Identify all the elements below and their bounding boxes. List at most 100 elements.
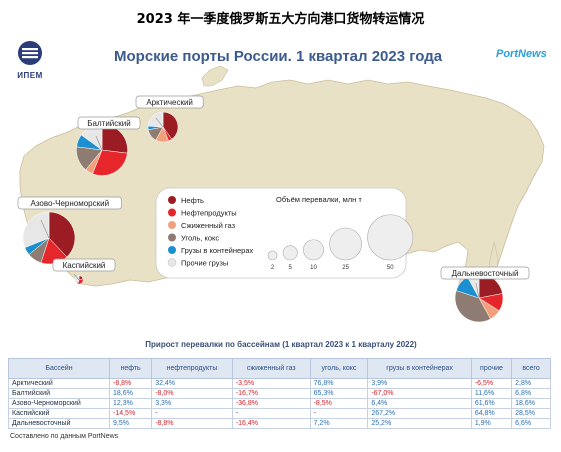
legend-label: Уголь, кокс <box>181 234 219 243</box>
table-row: Каспийский -14,5% - - -267,2% 64,8% 28,5% <box>8 408 551 419</box>
pie-slice <box>74 275 80 284</box>
growth-cell: 28,5% <box>511 408 551 419</box>
growth-cell: 18,6% <box>108 388 153 399</box>
legend-marker <box>168 233 176 242</box>
growth-cell: 9,5% <box>108 418 153 429</box>
growth-cell: -3,5% <box>231 378 311 389</box>
ipem-logo: ИПЕМ <box>12 40 48 80</box>
size-legend-circle <box>329 227 362 261</box>
basin-label-box <box>17 196 122 210</box>
growth-cell: 3,3% <box>151 398 233 409</box>
growth-cell: - <box>151 408 233 419</box>
basin-label-box <box>77 116 141 130</box>
pie-Дальневосточный <box>454 273 504 323</box>
growth-cell: 267,2% <box>367 408 472 419</box>
col-header: уголь, кокс <box>309 358 369 379</box>
basin-name-cell: Каспийский <box>8 408 110 419</box>
col-header: нефть <box>108 358 153 379</box>
size-legend-circle <box>303 239 324 261</box>
col-header: нефтепродукты <box>151 358 233 379</box>
growth-cell: 3,9% <box>367 378 472 389</box>
col-header: грузы в контейнерах <box>367 358 472 379</box>
col-header: всего <box>511 358 551 379</box>
callout-line <box>40 219 50 239</box>
growth-cell: -8,8% <box>151 418 233 429</box>
basin-label: Балтийский <box>87 119 130 128</box>
growth-cell: 18,6% <box>511 398 551 409</box>
growth-cell: 6,8% <box>511 388 551 399</box>
legend-label: Нефть <box>181 196 204 205</box>
size-legend-value: 2 <box>271 265 275 271</box>
growth-cell: - <box>309 408 369 419</box>
growth-cell: 25,2% <box>367 418 472 429</box>
figure-title: Морские порты России. 1 квартал 2023 год… <box>114 48 443 65</box>
growth-cell: 1,9% <box>470 418 513 429</box>
size-legend-value: 10 <box>310 265 317 271</box>
table-title: Прирост перевалки по бассейнам (1 кварта… <box>145 340 417 349</box>
page-title: 2023 年一季度俄罗斯五大方向港口货物转运情况 <box>136 12 425 27</box>
table-row: Арктический -8,8% 32,4% -3,5% 76,8% 3,9% -6,5%… <box>8 378 551 389</box>
growth-cell: -6,5% <box>470 378 513 389</box>
basin-name-cell: Дальневосточный <box>8 418 110 429</box>
legend-marker <box>168 221 176 229</box>
growth-cell: 64,8% <box>470 408 513 419</box>
legend-label: Грузы в контейнерах <box>181 246 254 255</box>
growth-table: Бассейн нефть нефтепродукты сжиженный га… <box>8 358 551 429</box>
legend-marker <box>168 246 176 254</box>
growth-cell: 7,2% <box>309 418 369 429</box>
growth-cell: -16,7% <box>231 388 311 399</box>
size-legend-circle <box>367 214 414 261</box>
col-header: Бассейн <box>8 358 110 379</box>
legend-label: Нефтепродукты <box>181 209 237 218</box>
growth-cell: 61,6% <box>470 398 513 409</box>
size-legend-value: 50 <box>387 265 394 271</box>
basin-pies <box>22 111 504 323</box>
legend-marker <box>168 196 176 204</box>
basin-name-cell: Балтийский <box>8 388 110 399</box>
pie-slice <box>48 211 76 258</box>
size-legend-value: 5 <box>289 265 293 271</box>
growth-cell: 11,6% <box>470 388 513 399</box>
growth-cell: -14,5% <box>108 408 153 419</box>
col-header: сжиженный газ <box>231 358 311 379</box>
table-row: Азово-Черноморский 12,3% 3,3% -36,8% -8,5% 6,… <box>8 398 551 409</box>
ipem-logo-icon <box>18 41 42 65</box>
callout-line <box>73 273 80 281</box>
pie-Арктический <box>147 111 179 143</box>
size-legend-title: Объём перевалки, млн т <box>276 195 362 204</box>
growth-cell: -67,0% <box>367 388 472 399</box>
growth-cell: 2,8% <box>511 378 551 389</box>
basin-label: Азово-Черноморский <box>31 199 110 208</box>
table-row: Дальневосточный 9,5% -8,8% -16,4% 7,2% 25,2% 1… <box>8 418 551 429</box>
pie-Азово-Черноморский <box>22 211 76 265</box>
growth-cell: - <box>231 408 311 419</box>
col-header: прочие <box>470 358 513 379</box>
pie-slice <box>147 111 164 128</box>
basin-label-box <box>135 95 204 109</box>
basin-name-cell: Арктический <box>8 378 110 389</box>
growth-cell: 6,4% <box>367 398 472 409</box>
table-header-row: Бассейн нефть нефтепродукты сжиженный га… <box>8 358 551 379</box>
growth-cell: 12,3% <box>108 398 153 409</box>
basin-label: Каспийский <box>63 261 106 270</box>
basin-label: Дальневосточный <box>452 269 519 278</box>
growth-cell: -36,8% <box>231 398 311 409</box>
infographic: Арктический Балтийский Азово-Черноморский К… <box>6 28 556 446</box>
callout-line <box>95 135 103 151</box>
growth-cell: -8,5% <box>309 398 369 409</box>
growth-cell: 6,6% <box>511 418 551 429</box>
basin-label: Арктический <box>146 98 193 107</box>
table-row: Балтийский 18,6% -8,0% -16,7% 65,3% -67,0% 11,… <box>8 388 551 399</box>
russia-map: Арктический Балтийский Азово-Черноморский К… <box>17 65 545 323</box>
pie-Каспийский <box>74 275 84 285</box>
legend-label: Прочие грузы <box>181 259 228 268</box>
growth-cell: 32,4% <box>151 378 233 389</box>
legend: Нефть Нефтепродукты Сжиженный газ Уголь, ко… <box>155 187 414 279</box>
pie-slice <box>454 290 491 323</box>
growth-cell: -16,4% <box>231 418 311 429</box>
ipem-logo-text: ИПЕМ <box>17 71 43 80</box>
growth-cell: -8,8% <box>108 378 153 389</box>
growth-cell: -8,0% <box>151 388 233 399</box>
legend-marker <box>167 258 177 267</box>
pie-slice <box>162 111 179 140</box>
